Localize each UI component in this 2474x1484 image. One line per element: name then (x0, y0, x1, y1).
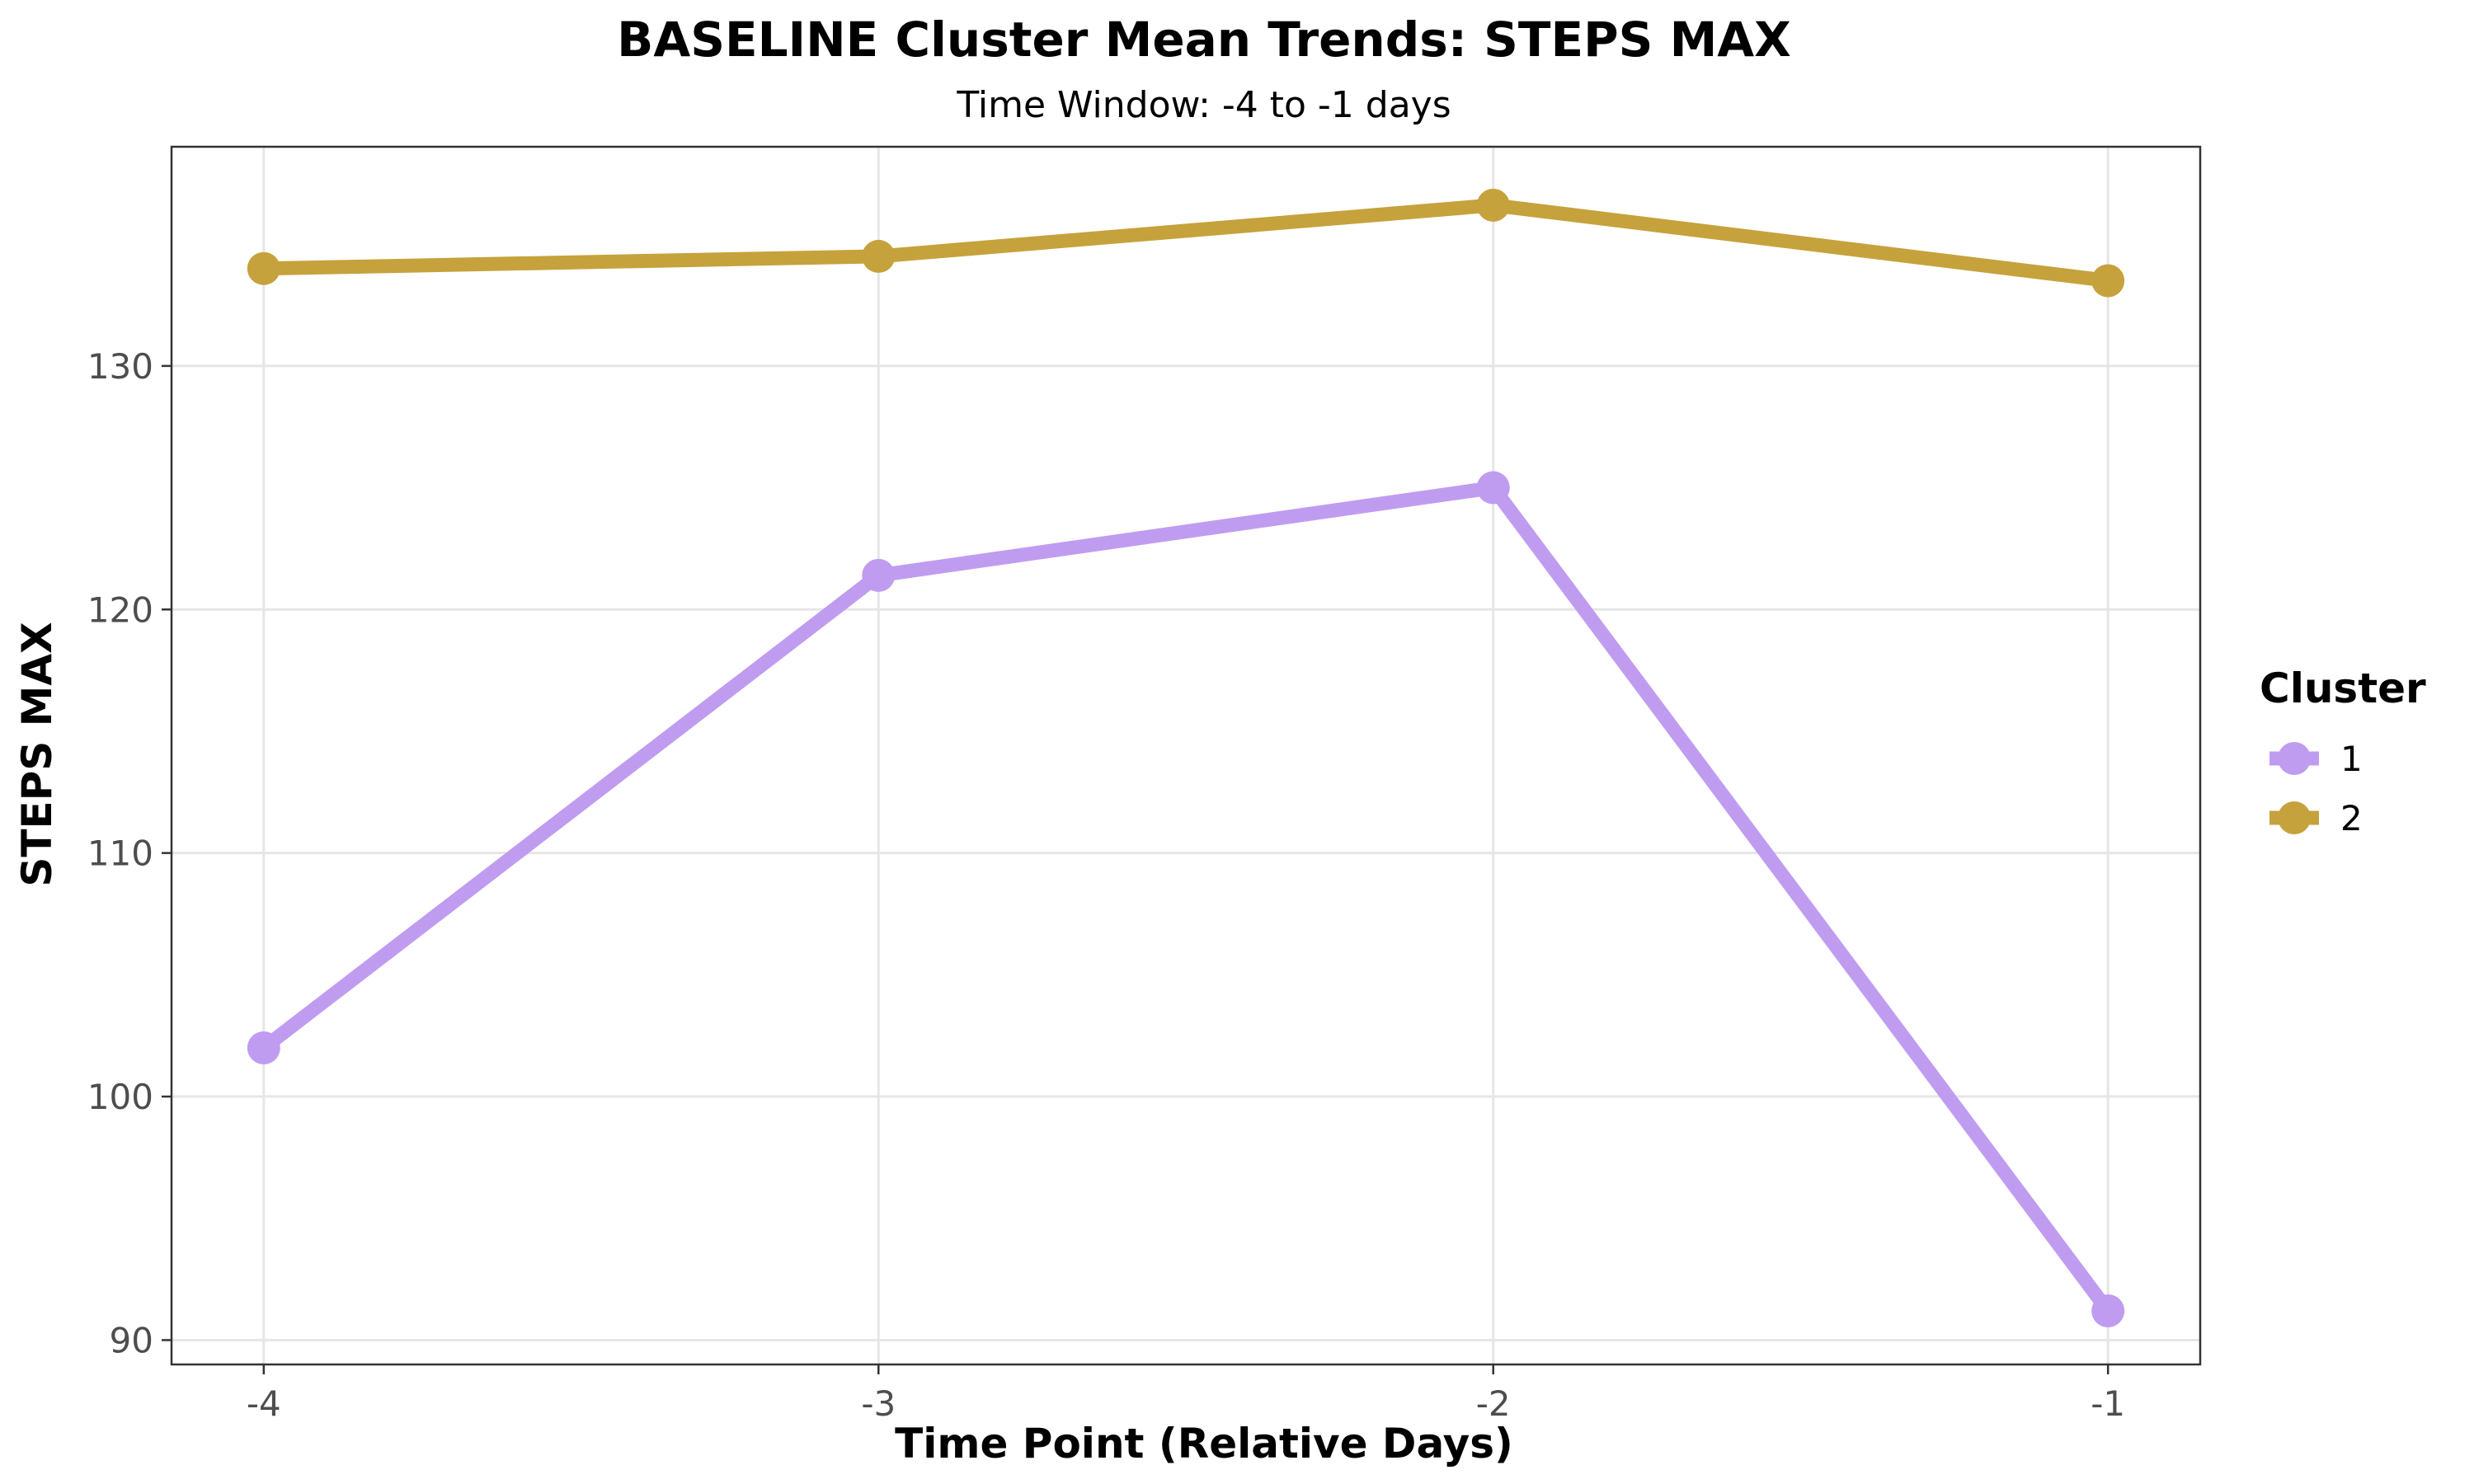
data-point (1476, 471, 1510, 505)
y-tick-label: 120 (87, 589, 153, 630)
y-tick-label: 100 (87, 1077, 153, 1117)
y-tick-label: 130 (87, 346, 153, 387)
chart-subtitle: Time Window: -4 to -1 days (956, 84, 1451, 126)
legend-item: 1 (2269, 739, 2363, 779)
data-point (247, 251, 280, 285)
series-layer (247, 188, 2125, 1328)
y-axis-title: STEPS MAX (13, 622, 61, 886)
legend-key-point (2278, 742, 2311, 775)
data-point (862, 558, 896, 592)
legend-items: 12 (2269, 739, 2363, 838)
legend-key-point (2278, 801, 2311, 834)
chart-title: BASELINE Cluster Mean Trends: STEPS MAX (617, 12, 1791, 68)
axes: 90 100 110 120 130 -4 -3 -2 -1 (87, 346, 2125, 1424)
legend: Cluster 12 (2260, 665, 2426, 838)
data-point (2091, 264, 2125, 298)
series-line (256, 481, 2115, 1318)
data-point (247, 1031, 280, 1064)
plot-panel-border (170, 145, 2202, 1366)
data-point (1476, 188, 1510, 222)
series-1 (247, 471, 2125, 1328)
series-2 (247, 188, 2125, 298)
x-tick-label: -3 (861, 1383, 896, 1424)
legend-title: Cluster (2260, 665, 2426, 712)
grid-lines (172, 147, 2200, 1364)
legend-label: 1 (2340, 739, 2363, 779)
y-tick-label: 90 (110, 1320, 153, 1360)
x-tick-label: -4 (247, 1383, 281, 1424)
series-line (256, 198, 2115, 288)
x-tick-label: -2 (1476, 1383, 1511, 1424)
data-point (2091, 1294, 2125, 1328)
legend-label: 2 (2340, 798, 2363, 838)
x-tick-label: -1 (2091, 1383, 2125, 1424)
legend-item: 2 (2269, 798, 2363, 838)
y-tick-label: 110 (87, 834, 153, 874)
x-axis-title: Time Point (Relative Days) (895, 1420, 1513, 1468)
data-point (862, 239, 896, 273)
